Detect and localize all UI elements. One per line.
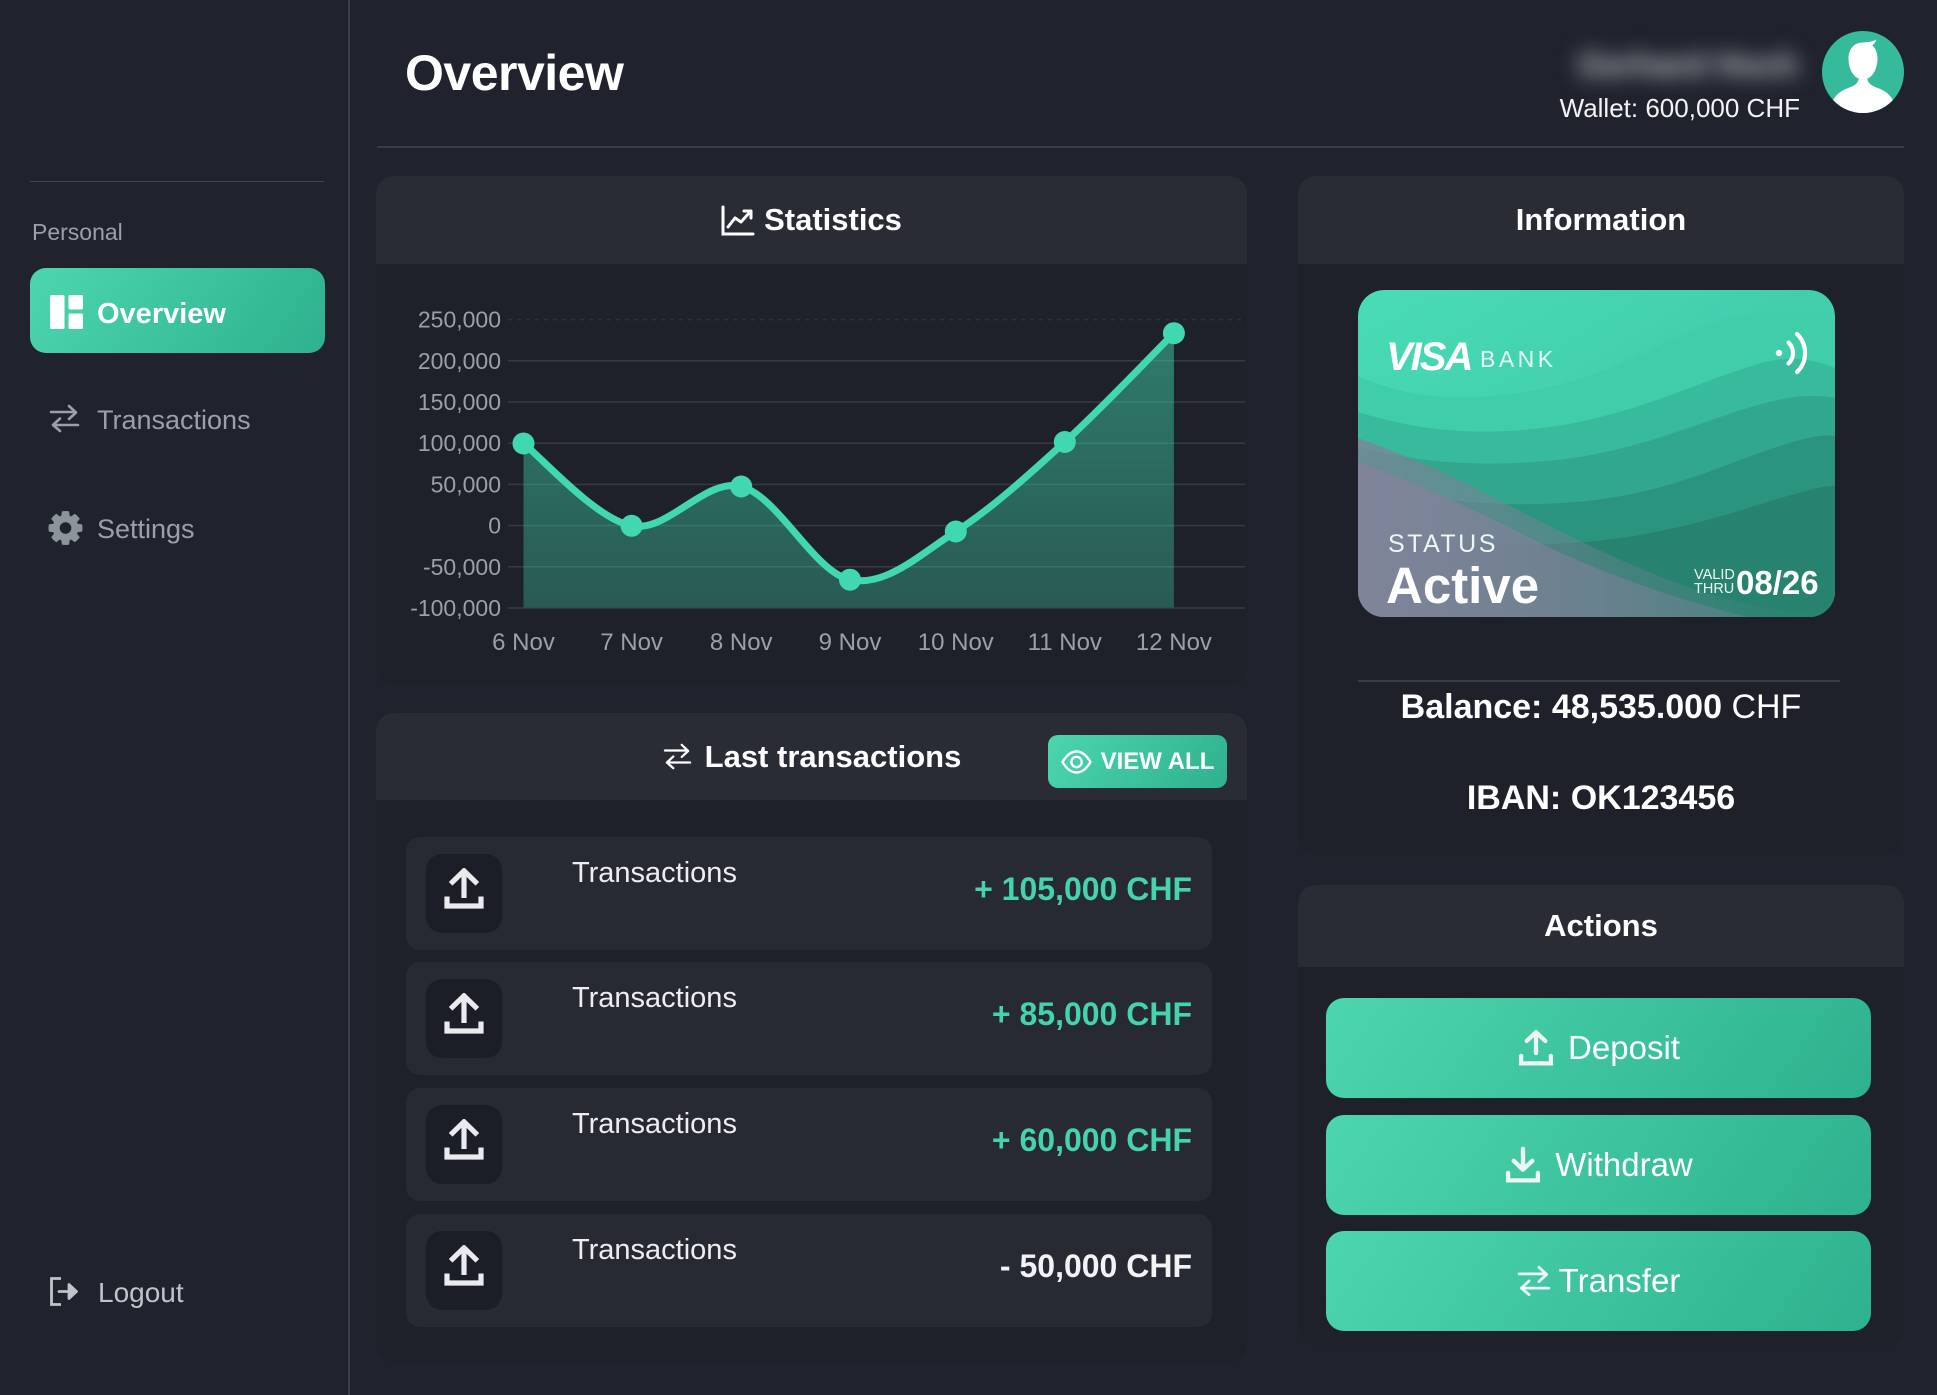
svg-text:50,000: 50,000 <box>431 471 501 497</box>
svg-text:200,000: 200,000 <box>418 348 501 374</box>
svg-text:7 Nov: 7 Nov <box>600 629 663 656</box>
svg-text:6 Nov: 6 Nov <box>492 629 555 656</box>
svg-text:8 Nov: 8 Nov <box>710 629 773 656</box>
svg-text:0: 0 <box>488 513 501 539</box>
svg-text:BANK: BANK <box>1480 346 1557 372</box>
svg-text:150,000: 150,000 <box>418 389 501 415</box>
svg-text:VALID: VALID <box>1694 567 1735 583</box>
svg-text:VISA: VISA <box>1386 335 1471 379</box>
svg-text:08/26: 08/26 <box>1736 564 1819 601</box>
svg-text:100,000: 100,000 <box>418 430 501 456</box>
svg-text:11 Nov: 11 Nov <box>1028 629 1102 656</box>
svg-text:-100,000: -100,000 <box>410 595 501 621</box>
svg-text:STATUS: STATUS <box>1388 530 1498 558</box>
svg-text:-50,000: -50,000 <box>423 554 501 580</box>
svg-text:12 Nov: 12 Nov <box>1136 629 1212 656</box>
svg-text:THRU: THRU <box>1694 581 1734 597</box>
svg-text:10 Nov: 10 Nov <box>918 629 994 656</box>
svg-text:250,000: 250,000 <box>418 307 501 333</box>
svg-text:Active: Active <box>1386 557 1539 614</box>
svg-text:9 Nov: 9 Nov <box>819 629 882 656</box>
